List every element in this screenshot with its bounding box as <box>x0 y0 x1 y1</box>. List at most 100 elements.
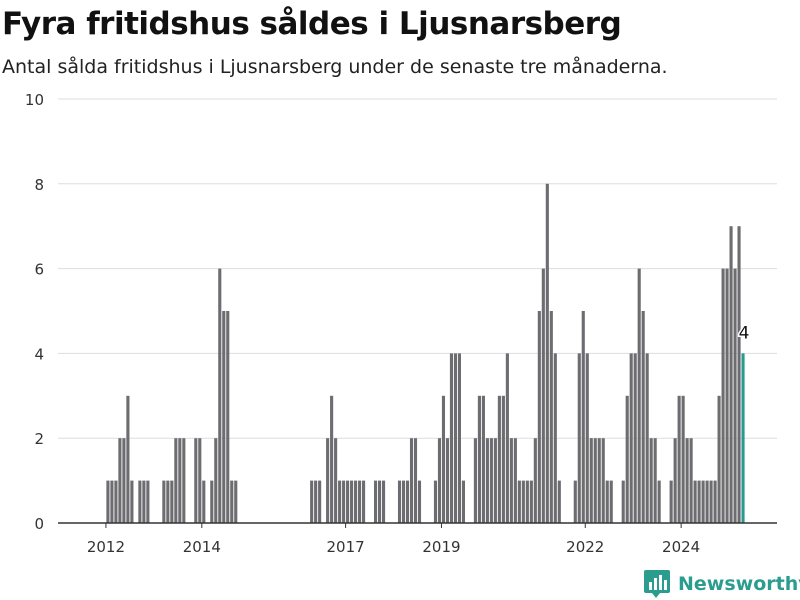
page-title: Fyra fritidshus såldes i Ljusnarsberg <box>2 6 622 42</box>
page-subtitle: Antal sålda fritidshus i Ljusnarsberg un… <box>2 56 668 78</box>
bar <box>170 480 174 523</box>
bar <box>330 395 334 523</box>
bar <box>597 438 601 523</box>
bar <box>713 480 717 523</box>
bar <box>230 480 234 523</box>
y-tick-label: 2 <box>34 430 44 448</box>
bar <box>314 480 318 523</box>
bar <box>521 480 525 523</box>
bar <box>589 438 593 523</box>
x-tick-label: 2012 <box>87 538 125 556</box>
bar <box>441 395 446 523</box>
bar <box>545 183 549 524</box>
bar <box>629 353 633 523</box>
bar <box>130 480 134 523</box>
bar <box>557 480 561 523</box>
bar <box>657 480 661 523</box>
bar <box>194 438 198 523</box>
bar <box>601 438 605 523</box>
bar <box>449 353 454 523</box>
bar <box>142 480 146 523</box>
bar <box>381 480 386 523</box>
bar <box>354 480 358 523</box>
bar <box>501 395 505 523</box>
bar <box>693 480 697 523</box>
bar <box>126 395 130 523</box>
bar <box>413 438 418 523</box>
newsworthy-logo-text: Newsworthy <box>678 573 800 595</box>
bar <box>182 438 186 523</box>
bar <box>346 480 350 523</box>
bar <box>210 480 214 523</box>
bar <box>729 226 733 523</box>
bar <box>513 438 517 523</box>
y-tick-label: 4 <box>34 345 44 363</box>
bar <box>577 353 581 523</box>
bar <box>106 480 110 523</box>
x-tick-label: 2019 <box>422 538 460 556</box>
bar <box>717 395 721 523</box>
bar <box>166 480 170 523</box>
data-label-latest: 4 <box>739 323 750 343</box>
bar <box>725 268 729 523</box>
x-tick-label: 2014 <box>183 538 221 556</box>
bar <box>457 353 461 523</box>
bar <box>493 438 497 523</box>
bar <box>685 438 689 523</box>
bar <box>653 438 657 523</box>
bar <box>733 268 737 523</box>
bar <box>637 268 641 523</box>
bar <box>737 226 741 523</box>
bar <box>677 395 681 523</box>
bar <box>649 438 653 523</box>
bar <box>537 311 541 523</box>
x-tick-label: 2024 <box>662 538 700 556</box>
bar <box>437 438 442 523</box>
bar <box>234 480 238 523</box>
bar <box>118 438 122 523</box>
bar <box>553 353 557 523</box>
bar <box>110 480 114 523</box>
bar <box>222 311 226 523</box>
bar <box>609 480 613 523</box>
bar <box>473 438 477 523</box>
bar <box>721 268 725 523</box>
bar <box>433 480 438 523</box>
bar <box>525 480 529 523</box>
bar <box>453 353 458 523</box>
bar <box>334 438 338 523</box>
bar <box>409 438 414 523</box>
bar <box>342 480 346 523</box>
bar <box>485 438 489 523</box>
bar <box>146 480 150 523</box>
bar <box>461 480 465 523</box>
bar <box>417 480 422 523</box>
bar <box>162 480 166 523</box>
bar <box>689 438 693 523</box>
bar <box>697 480 701 523</box>
bar <box>509 438 513 523</box>
bar <box>549 311 553 523</box>
bar <box>174 438 178 523</box>
bar <box>214 438 218 523</box>
bar <box>541 268 545 523</box>
y-tick-label: 10 <box>25 91 44 109</box>
bar <box>377 480 382 523</box>
bar <box>114 480 118 523</box>
bar <box>202 480 206 523</box>
bar <box>481 395 485 523</box>
bar <box>401 480 406 523</box>
bar <box>318 480 322 523</box>
bar <box>621 480 625 523</box>
y-tick-label: 8 <box>34 176 44 194</box>
bar <box>517 480 521 523</box>
y-tick-label: 6 <box>34 261 44 279</box>
newsworthy-logo: Newsworthy <box>644 570 800 598</box>
newsworthy-logo-icon <box>644 570 670 598</box>
bar <box>122 438 126 523</box>
x-tick-label: 2022 <box>566 538 604 556</box>
bar <box>605 480 609 523</box>
bar <box>326 438 330 523</box>
bar <box>489 438 493 523</box>
bar <box>673 438 677 523</box>
